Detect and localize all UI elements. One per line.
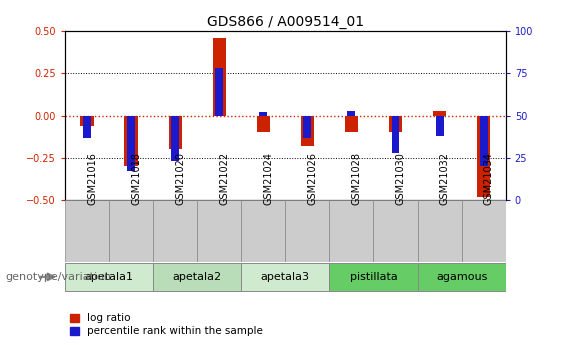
Bar <box>480 116 488 166</box>
FancyBboxPatch shape <box>418 263 506 291</box>
FancyBboxPatch shape <box>241 263 329 291</box>
FancyBboxPatch shape <box>285 200 329 262</box>
Text: agamous: agamous <box>436 272 487 282</box>
FancyBboxPatch shape <box>329 263 418 291</box>
Text: GSM21034: GSM21034 <box>484 152 494 205</box>
Text: GSM21020: GSM21020 <box>175 152 185 205</box>
Bar <box>80 116 94 126</box>
Bar <box>392 116 399 153</box>
Bar <box>345 116 358 132</box>
FancyBboxPatch shape <box>418 200 462 262</box>
Title: GDS866 / A009514_01: GDS866 / A009514_01 <box>207 14 364 29</box>
Text: GSM21024: GSM21024 <box>263 152 273 205</box>
FancyBboxPatch shape <box>65 200 109 262</box>
Bar <box>212 38 226 116</box>
Text: GSM21018: GSM21018 <box>131 152 141 205</box>
Bar <box>124 116 138 166</box>
FancyBboxPatch shape <box>153 200 197 262</box>
Bar <box>389 116 402 132</box>
Text: apetala2: apetala2 <box>173 272 221 282</box>
Bar <box>83 116 91 138</box>
Bar <box>168 116 182 149</box>
Text: GSM21030: GSM21030 <box>396 152 406 205</box>
Bar <box>433 110 446 116</box>
FancyBboxPatch shape <box>153 263 241 291</box>
Bar <box>171 116 179 161</box>
Bar <box>257 116 270 132</box>
Text: GSM21016: GSM21016 <box>87 152 97 205</box>
FancyBboxPatch shape <box>373 200 418 262</box>
Bar <box>215 68 223 116</box>
Bar <box>127 116 135 171</box>
FancyBboxPatch shape <box>462 200 506 262</box>
FancyBboxPatch shape <box>241 200 285 262</box>
Bar <box>347 110 355 116</box>
FancyBboxPatch shape <box>197 200 241 262</box>
Bar <box>436 116 444 136</box>
Bar <box>259 112 267 116</box>
FancyBboxPatch shape <box>65 263 153 291</box>
Text: GSM21022: GSM21022 <box>219 152 229 205</box>
Text: GSM21026: GSM21026 <box>307 152 318 205</box>
Bar <box>477 116 490 197</box>
Text: genotype/variation: genotype/variation <box>6 272 112 282</box>
Text: apetala3: apetala3 <box>261 272 310 282</box>
Text: GSM21028: GSM21028 <box>351 152 362 205</box>
Text: apetala1: apetala1 <box>85 272 133 282</box>
Legend: log ratio, percentile rank within the sample: log ratio, percentile rank within the sa… <box>70 313 263 336</box>
Text: pistillata: pistillata <box>350 272 397 282</box>
FancyBboxPatch shape <box>329 200 373 262</box>
Bar <box>303 116 311 138</box>
Bar <box>301 116 314 146</box>
Text: GSM21032: GSM21032 <box>440 152 450 205</box>
FancyBboxPatch shape <box>109 200 153 262</box>
